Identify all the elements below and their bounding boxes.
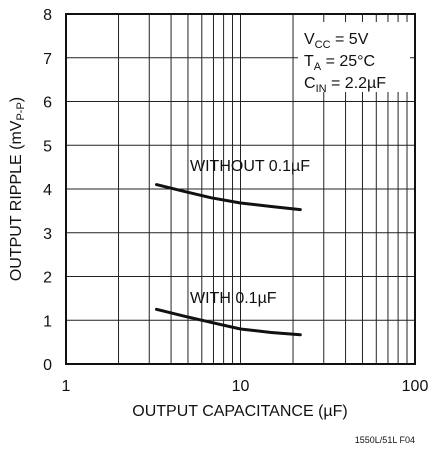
figure-id: 1550L/51L F04 <box>355 435 415 445</box>
x-tick-labels: 1 10 100 <box>62 378 429 395</box>
y-axis-label: OUTPUT RIPPLE (mVP-P) <box>8 97 27 281</box>
condition-symbol: C <box>304 75 316 92</box>
y-tick-label: 6 <box>43 95 52 112</box>
series-line <box>155 307 302 337</box>
series-line <box>155 183 302 212</box>
series-label: WITH 0.1µF <box>190 290 277 307</box>
y-tick-labels: 0 1 2 3 4 5 6 7 8 <box>43 7 52 374</box>
condition-value: = 25°C <box>321 53 375 70</box>
conditions-box <box>298 22 410 92</box>
x-axis-label: OUTPUT CAPACITANCE (µF) <box>132 403 347 420</box>
curves: WITHOUT 0.1µF WITH 0.1µF <box>155 158 310 337</box>
condition-subscript: CC <box>315 39 331 51</box>
y-tick-label: 5 <box>43 138 52 155</box>
condition-subscript: A <box>314 61 322 73</box>
condition-subscript: IN <box>316 83 327 95</box>
y-tick-label: 0 <box>43 357 52 374</box>
condition-value: = 2.2µF <box>327 75 387 92</box>
condition-symbol: T <box>304 53 314 70</box>
y-tick-label: 1 <box>43 313 52 330</box>
condition-line: VCC = 5V <box>304 31 369 51</box>
condition-symbol: V <box>304 31 315 48</box>
series-label: WITHOUT 0.1µF <box>190 158 310 175</box>
x-tick-label: 10 <box>232 378 250 395</box>
condition-line: TA = 25°C <box>304 53 375 73</box>
condition-line: CIN = 2.2µF <box>304 75 386 95</box>
x-tick-label: 100 <box>402 378 429 395</box>
y-tick-label: 2 <box>43 270 52 287</box>
x-tick-label: 1 <box>62 378 71 395</box>
plot-frame <box>65 13 416 365</box>
y-axis-label-sub: P-P <box>15 102 27 120</box>
y-tick-label: 8 <box>43 7 52 24</box>
y-tick-label: 4 <box>43 182 52 199</box>
y-tick-label: 3 <box>43 226 52 243</box>
y-axis-label-main: OUTPUT RIPPLE (mV <box>8 120 25 281</box>
y-tick-label: 7 <box>43 51 52 68</box>
y-axis-label-close: ) <box>8 97 25 102</box>
condition-value: = 5V <box>331 31 369 48</box>
